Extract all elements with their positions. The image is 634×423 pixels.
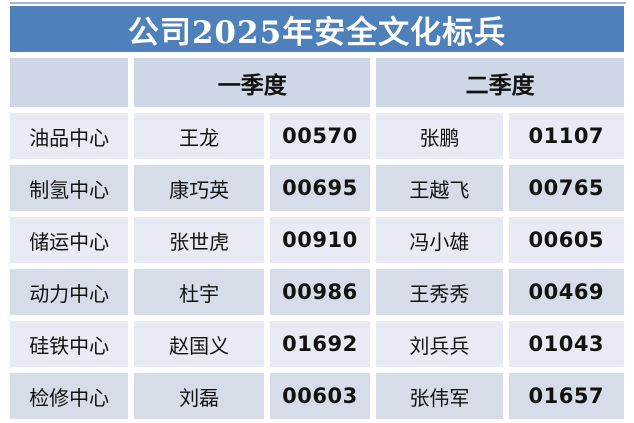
awards-table: 公司2025年安全文化标兵 一季度 二季度 油品中心 王龙 00570 张鹏 0… xyxy=(4,0,630,423)
q2-id-cell: 00469 xyxy=(508,269,624,315)
q2-name-cell: 张伟军 xyxy=(376,373,503,419)
q1-name-cell: 张世虎 xyxy=(134,217,264,263)
q1-name-cell: 杜宇 xyxy=(134,269,264,315)
quarter-header-row: 一季度 二季度 xyxy=(10,58,624,107)
table-row: 硅铁中心 赵国义 01692 刘兵兵 01043 xyxy=(10,321,624,367)
q2-name-cell: 王秀秀 xyxy=(376,269,503,315)
table-row: 动力中心 杜宇 00986 王秀秀 00469 xyxy=(10,269,624,315)
page-title: 公司2025年安全文化标兵 xyxy=(10,6,624,52)
table-row: 检修中心 刘磊 00603 张伟军 01657 xyxy=(10,373,624,419)
q2-name-cell: 冯小雄 xyxy=(376,217,503,263)
dept-cell: 制氢中心 xyxy=(10,165,129,211)
top-accent-rule xyxy=(10,2,626,4)
q2-name-cell: 张鹏 xyxy=(376,113,503,159)
dept-cell: 储运中心 xyxy=(10,217,129,263)
dept-cell: 检修中心 xyxy=(10,373,129,419)
q1-id-cell: 00986 xyxy=(269,269,371,315)
corner-cell xyxy=(10,58,129,107)
q2-id-cell: 01043 xyxy=(508,321,624,367)
dept-cell: 动力中心 xyxy=(10,269,129,315)
q1-name-cell: 王龙 xyxy=(134,113,264,159)
dept-cell: 硅铁中心 xyxy=(10,321,129,367)
q1-id-cell: 00695 xyxy=(269,165,371,211)
q1-id-cell: 00570 xyxy=(269,113,371,159)
q1-name-cell: 康巧英 xyxy=(134,165,264,211)
q2-id-cell: 00605 xyxy=(508,217,624,263)
dept-cell: 油品中心 xyxy=(10,113,129,159)
q2-name-cell: 刘兵兵 xyxy=(376,321,503,367)
q2-id-cell: 00765 xyxy=(508,165,624,211)
q1-name-cell: 刘磊 xyxy=(134,373,264,419)
q1-header: 一季度 xyxy=(134,58,371,107)
q1-id-cell: 00910 xyxy=(269,217,371,263)
table-row: 油品中心 王龙 00570 张鹏 01107 xyxy=(10,113,624,159)
q2-name-cell: 王越飞 xyxy=(376,165,503,211)
q1-id-cell: 01692 xyxy=(269,321,371,367)
q2-header: 二季度 xyxy=(376,58,624,107)
q1-id-cell: 00603 xyxy=(269,373,371,419)
table-row: 储运中心 张世虎 00910 冯小雄 00605 xyxy=(10,217,624,263)
q2-id-cell: 01657 xyxy=(508,373,624,419)
q2-id-cell: 01107 xyxy=(508,113,624,159)
title-row: 公司2025年安全文化标兵 xyxy=(10,6,624,52)
table-row: 制氢中心 康巧英 00695 王越飞 00765 xyxy=(10,165,624,211)
q1-name-cell: 赵国义 xyxy=(134,321,264,367)
